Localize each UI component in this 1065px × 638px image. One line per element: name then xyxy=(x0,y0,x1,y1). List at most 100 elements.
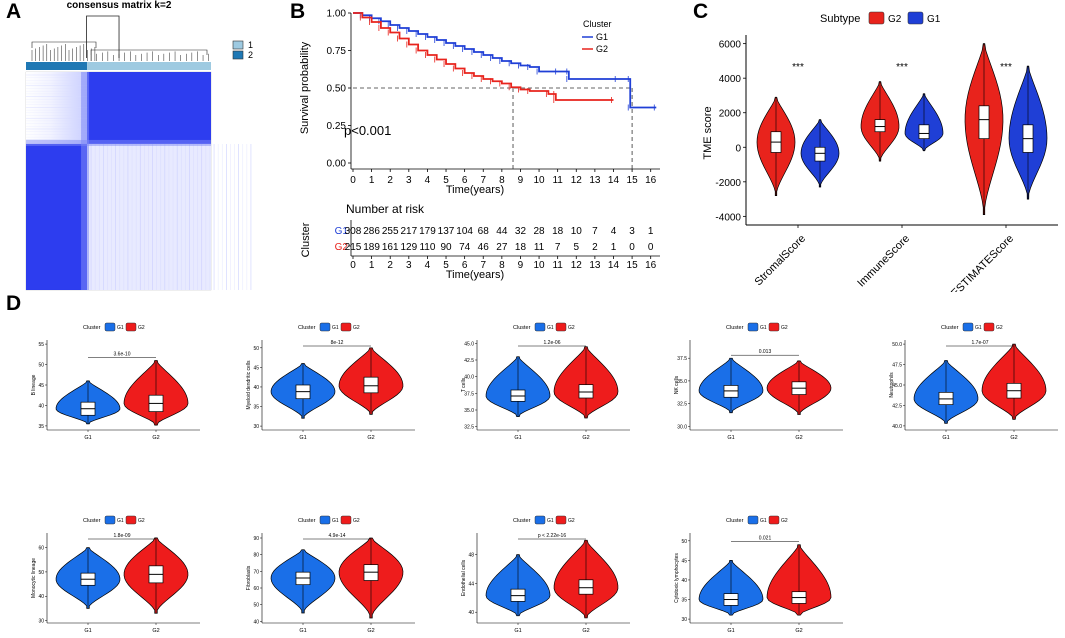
legend-swatch-g2 xyxy=(125,515,137,525)
risk-row-label-g2: G2 xyxy=(335,242,349,253)
pvalue-label: 1.8e-09 xyxy=(114,533,131,539)
x-tick-label: 1 xyxy=(369,175,375,186)
x-tick-label: G1 xyxy=(514,628,521,634)
risk-x-tick-label: 14 xyxy=(608,260,620,271)
legend-swatch-g2 xyxy=(340,322,352,332)
legend-title: Cluster xyxy=(298,518,316,524)
pvalue-label: 1.7e-07 xyxy=(972,340,989,346)
pvalue-label: 0.013 xyxy=(759,349,772,355)
y-tick-label: 0 xyxy=(735,143,741,154)
y-tick-label: -2000 xyxy=(715,178,741,189)
consensus-heatmap-chart: consensus matrix k=2 1 2 xyxy=(25,0,253,291)
legend-label-g2: G2 xyxy=(138,325,145,331)
risk-table-xlabel: Time(years) xyxy=(446,269,504,281)
pvalue-label: 3.6e-10 xyxy=(114,351,131,357)
legend-swatch-1 xyxy=(232,40,244,50)
risk-cell: 217 xyxy=(400,226,417,237)
legend-title: Cluster xyxy=(513,325,531,331)
heatmap-block-11 xyxy=(26,72,88,144)
legend-label-g2: G2 xyxy=(596,44,608,54)
x-tick-label: 14 xyxy=(608,175,620,186)
risk-cell: 18 xyxy=(552,226,564,237)
risk-cell: 0 xyxy=(629,242,635,253)
legend-swatch-g2 xyxy=(340,515,352,525)
y-axis-label: T cells xyxy=(461,377,467,392)
risk-cell: 68 xyxy=(478,226,490,237)
y-tick-label: 42.5 xyxy=(464,358,474,364)
x-tick-label: G2 xyxy=(152,628,159,634)
legend-swatch-g2 xyxy=(125,322,137,332)
y-tick-label: 35.0 xyxy=(677,379,687,385)
legend-swatch-g2 xyxy=(555,322,567,332)
risk-cell: 104 xyxy=(456,226,473,237)
risk-cell: 179 xyxy=(419,226,436,237)
risk-cell: 110 xyxy=(419,242,435,253)
x-tick-label: ImmuneScore xyxy=(855,233,912,290)
pvalue-label: p<0.001 xyxy=(344,123,391,138)
x-tick-label: G1 xyxy=(942,435,949,441)
y-tick-label: 35.0 xyxy=(464,408,474,414)
y-tick-label: -4000 xyxy=(715,212,741,223)
legend-title: Cluster xyxy=(513,518,531,524)
legend-swatch-g1 xyxy=(747,322,759,332)
legend-label-g2: G2 xyxy=(888,14,902,25)
x-tick-label: G1 xyxy=(84,628,91,634)
legend-swatch-g2 xyxy=(868,11,885,25)
y-tick-label: 48 xyxy=(468,553,474,559)
x-tick-label: G1 xyxy=(84,435,91,441)
panel-label-d: D xyxy=(6,292,22,315)
violin-plot-fibroblasts: Cluster G1 G2 40 50 60 70 80 90 Fibroblasts G1 G2 4.… xyxy=(246,515,415,634)
y-tick-label: 45.0 xyxy=(892,383,902,389)
y-tick-label: 50 xyxy=(38,363,44,369)
y-tick-label: 30 xyxy=(38,619,44,625)
risk-x-tick-label: 15 xyxy=(627,260,639,271)
risk-cell: 28 xyxy=(533,226,545,237)
y-tick-label: 90 xyxy=(253,536,259,542)
legend-label-2: 2 xyxy=(248,50,253,60)
risk-cell: 1 xyxy=(611,242,617,253)
risk-cell: 286 xyxy=(363,226,380,237)
risk-x-tick-label: 1 xyxy=(369,260,375,271)
x-tick-label: G1 xyxy=(299,435,306,441)
x-tick-label: G1 xyxy=(727,435,734,441)
legend-label-g1: G1 xyxy=(547,518,554,524)
legend-swatch-g2 xyxy=(768,515,780,525)
y-tick-label: 44 xyxy=(468,581,474,587)
legend-label-g1: G1 xyxy=(117,325,124,331)
significance-label: *** xyxy=(896,62,908,73)
pvalue-label: p < 2.22e-16 xyxy=(538,533,566,539)
y-tick-label: 45.0 xyxy=(464,341,474,347)
legend-title: Cluster xyxy=(941,325,959,331)
heatmap-edge xyxy=(26,139,211,146)
risk-cell: 18 xyxy=(515,242,527,253)
g2-box xyxy=(363,376,379,394)
panel-label-c: C xyxy=(693,0,709,23)
x-tick-label: G2 xyxy=(582,628,589,634)
x-tick-label: 16 xyxy=(645,175,657,186)
x-tick-label: G1 xyxy=(727,628,734,634)
pvalue-label: 8e-12 xyxy=(331,340,344,346)
x-axis-label: Time(years) xyxy=(446,184,504,196)
risk-x-tick-label: 16 xyxy=(645,260,657,271)
y-axis-label: Myeloid dendritic cells xyxy=(246,360,252,409)
risk-cell: 215 xyxy=(345,242,362,253)
y-tick-label: 40 xyxy=(468,610,474,616)
violin-plot-cytotoxic-lymphocytes: Cluster G1 G2 30 35 40 45 50 Cytotoxic lymphocyt… xyxy=(674,515,843,634)
legend-swatch-g2 xyxy=(768,322,780,332)
survival-chart: 0.000.250.500.751.000 1 2 3 4 5 6 7 8 9 10 11 12 13 14… xyxy=(299,9,660,281)
x-tick-label: 2 xyxy=(387,175,393,186)
violin-plot-nk-cells: Cluster G1 G2 30.0 32.5 35.0 37.5 NK cells G1 G2 0… xyxy=(674,322,843,441)
y-tick-label: 0.75 xyxy=(327,46,347,57)
y-tick-label: 47.5 xyxy=(892,363,902,369)
y-axis-label: Neutrophils xyxy=(889,372,895,398)
g2-box xyxy=(578,579,594,595)
x-tick-label: 7 xyxy=(480,175,486,186)
y-axis-label: Monocytic lineage xyxy=(31,558,37,598)
risk-x-tick-label: 13 xyxy=(589,260,601,271)
g2-estimatescore-box xyxy=(978,105,990,139)
x-tick-label: 13 xyxy=(589,175,601,186)
risk-cell: 7 xyxy=(555,242,561,253)
risk-cell: 10 xyxy=(571,226,583,237)
y-axis-label: Fibroblasts xyxy=(246,565,252,590)
